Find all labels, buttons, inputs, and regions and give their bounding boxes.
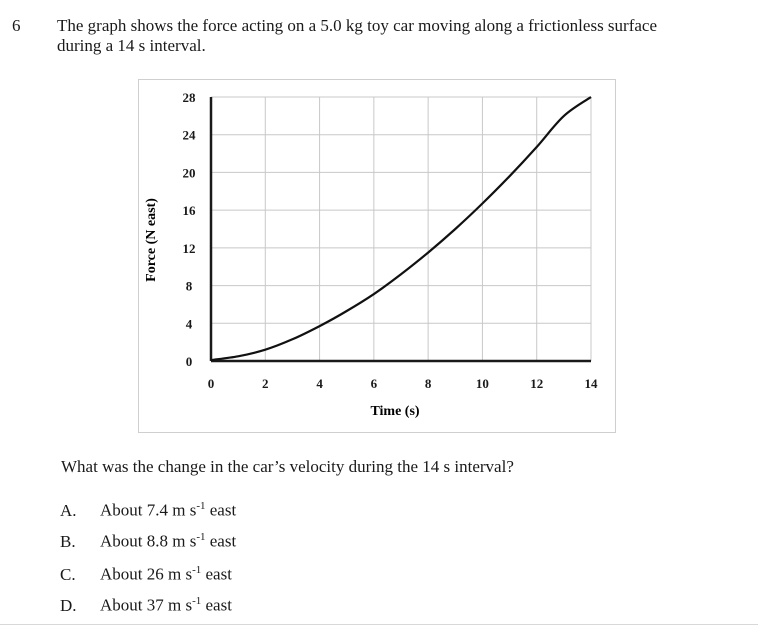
option-direction: east [201, 564, 232, 584]
option-exponent: -1 [196, 531, 206, 543]
y-tick-label: 0 [186, 354, 193, 369]
option-direction: east [201, 595, 232, 615]
y-tick-label: 24 [183, 128, 197, 143]
y-axis-label: Force (N east) [144, 198, 159, 282]
force-curve [210, 96, 592, 362]
x-axis-label: Time (s) [370, 404, 419, 419]
x-tick-label: 8 [425, 376, 432, 391]
y-tick-label: 28 [183, 90, 197, 105]
option-exponent: -1 [196, 500, 206, 512]
y-tick-label: 20 [183, 165, 196, 180]
option-a[interactable]: A. About 7.4 m s-1 east [60, 500, 236, 521]
y-tick-label: 16 [183, 203, 197, 218]
x-tick-label: 0 [208, 376, 215, 391]
x-tick-label: 12 [530, 376, 543, 391]
option-text: About 7.4 m s [100, 500, 197, 520]
x-tick-label: 4 [316, 376, 323, 391]
option-text: About 26 m s [100, 564, 193, 584]
option-exponent: -1 [192, 564, 202, 576]
x-tick-label: 2 [262, 376, 269, 391]
option-direction: east [205, 500, 237, 520]
x-tick-label: 14 [585, 376, 599, 391]
option-letter: C. [60, 564, 76, 584]
option-letter: B. [60, 531, 76, 551]
question-prompt: What was the change in the car’s velocit… [61, 457, 514, 476]
option-letter: A. [60, 500, 77, 520]
option-text: About 37 m s [100, 595, 193, 615]
y-tick-label: 4 [186, 316, 193, 331]
option-letter: D. [60, 595, 77, 615]
option-exponent: -1 [192, 595, 202, 607]
option-c[interactable]: C. About 26 m s-1 east [60, 564, 232, 585]
option-text: About 8.8 m s [100, 531, 197, 551]
page-bottom-rule [0, 624, 758, 625]
question-number: 6 [12, 16, 21, 35]
option-direction: east [205, 531, 237, 551]
x-tick-label: 6 [371, 376, 378, 391]
y-tick-label: 8 [186, 279, 193, 294]
question-stem: The graph shows the force acting on a 5.… [57, 16, 658, 55]
option-b[interactable]: B. About 8.8 m s-1 east [60, 531, 236, 552]
y-tick-label: 12 [183, 241, 196, 256]
option-d[interactable]: D. About 37 m s-1 east [60, 595, 232, 616]
x-tick-label: 10 [476, 376, 489, 391]
chart-frame: 0 2 4 6 8 10 12 14 0 4 8 12 16 20 24 28 Time (s) Force … [138, 79, 616, 433]
